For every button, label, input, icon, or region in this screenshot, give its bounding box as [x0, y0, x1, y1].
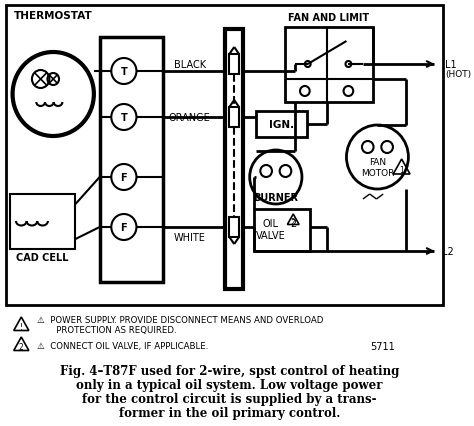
- Text: THERMOSTAT: THERMOSTAT: [14, 11, 92, 21]
- Text: ⚠  CONNECT OIL VALVE, IF APPLICABLE.: ⚠ CONNECT OIL VALVE, IF APPLICABLE.: [37, 342, 208, 351]
- Text: 2: 2: [290, 219, 296, 228]
- Text: BLACK: BLACK: [173, 60, 206, 70]
- Bar: [285, 28, 373, 103]
- Circle shape: [280, 166, 292, 178]
- Text: former in the oil primary control.: former in the oil primary control.: [118, 406, 340, 420]
- Circle shape: [346, 126, 409, 190]
- Text: WHITE: WHITE: [174, 233, 206, 242]
- Text: 2: 2: [291, 218, 296, 227]
- Circle shape: [111, 215, 137, 240]
- Circle shape: [260, 166, 272, 178]
- Text: 2: 2: [19, 343, 24, 351]
- Bar: [100, 38, 163, 282]
- Text: OIL: OIL: [263, 219, 279, 228]
- Text: PROTECTION AS REQUIRED.: PROTECTION AS REQUIRED.: [37, 326, 176, 335]
- Bar: [9, 195, 75, 249]
- Bar: [254, 210, 310, 251]
- Text: ORANGE: ORANGE: [169, 113, 210, 123]
- Bar: [6, 6, 443, 305]
- Text: for the control circuit is supplied by a trans-: for the control circuit is supplied by a…: [82, 393, 377, 406]
- Text: FAN AND LIMIT: FAN AND LIMIT: [289, 13, 370, 23]
- Text: F: F: [120, 173, 127, 183]
- Text: VALVE: VALVE: [256, 230, 286, 240]
- Text: BURNER: BURNER: [253, 193, 298, 202]
- Text: Fig. 4–T87F used for 2-wire, spst control of heating: Fig. 4–T87F used for 2-wire, spst contro…: [60, 365, 399, 377]
- Text: (HOT): (HOT): [445, 70, 471, 79]
- Circle shape: [250, 151, 302, 204]
- Bar: [226, 30, 243, 289]
- Text: FAN
MOTOR: FAN MOTOR: [361, 158, 394, 177]
- Text: 1: 1: [399, 166, 404, 175]
- Circle shape: [362, 142, 374, 154]
- Text: only in a typical oil system. Low voltage power: only in a typical oil system. Low voltag…: [76, 379, 383, 391]
- Text: ⚠  POWER SUPPLY. PROVIDE DISCONNECT MEANS AND OVERLOAD: ⚠ POWER SUPPLY. PROVIDE DISCONNECT MEANS…: [37, 315, 323, 324]
- Bar: [229, 55, 239, 75]
- Text: CAD CELL: CAD CELL: [16, 253, 69, 262]
- Text: 5711: 5711: [370, 341, 395, 351]
- Circle shape: [381, 142, 393, 154]
- Bar: [256, 112, 307, 138]
- Bar: [229, 218, 239, 237]
- Text: IGN.: IGN.: [269, 120, 294, 130]
- Text: L1: L1: [445, 60, 457, 70]
- Circle shape: [111, 105, 137, 131]
- Bar: [229, 108, 239, 128]
- Text: L2: L2: [442, 246, 454, 256]
- Circle shape: [111, 59, 137, 85]
- Circle shape: [111, 164, 137, 190]
- Text: T: T: [120, 113, 127, 123]
- Text: !: !: [20, 322, 23, 331]
- Text: F: F: [120, 222, 127, 233]
- Text: T: T: [120, 67, 127, 77]
